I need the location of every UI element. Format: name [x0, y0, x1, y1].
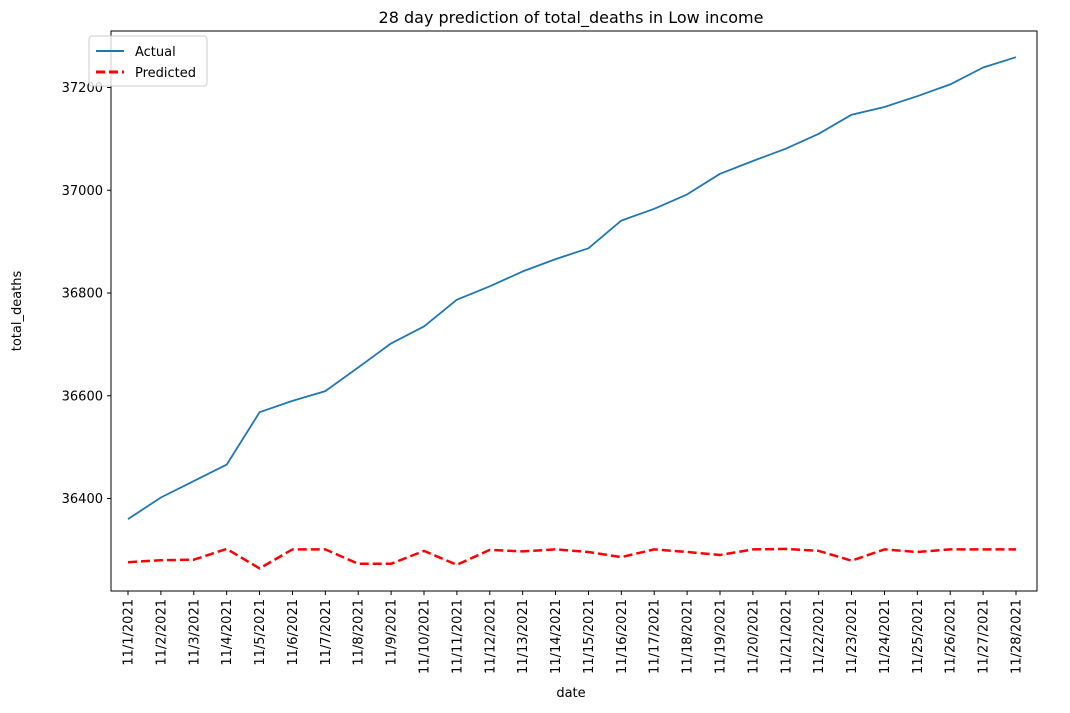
x-tick-label: 11/21/2021	[779, 599, 794, 674]
x-tick-label: 11/2/2021	[154, 599, 169, 666]
x-tick-label: 11/15/2021	[582, 599, 597, 674]
x-tick-label: 11/26/2021	[944, 599, 959, 674]
legend-label-predicted: Predicted	[135, 66, 196, 81]
x-tick-label: 11/25/2021	[911, 599, 926, 674]
x-tick-label: 11/17/2021	[648, 599, 663, 674]
x-tick-label: 11/16/2021	[615, 599, 630, 674]
series-line-actual	[128, 57, 1016, 519]
x-tick-label: 11/28/2021	[1010, 599, 1025, 674]
x-tick-label: 11/3/2021	[187, 599, 202, 666]
x-axis: 11/1/2021 11/2/2021 11/3/2021 11/4/2021 11/5…	[122, 591, 1025, 674]
y-tick-label: 36600	[62, 389, 103, 404]
x-tick-label: 11/4/2021	[220, 599, 235, 666]
y-axis-label: total_deaths	[10, 271, 25, 352]
series-layer	[128, 57, 1016, 568]
x-tick-label: 11/5/2021	[253, 599, 268, 666]
x-tick-label: 11/23/2021	[845, 599, 860, 674]
x-tick-label: 11/24/2021	[878, 599, 893, 674]
x-tick-label: 11/11/2021	[450, 599, 465, 674]
series-line-predicted	[128, 549, 1016, 569]
x-tick-label: 11/8/2021	[352, 599, 367, 666]
legend-label-actual: Actual	[135, 45, 176, 60]
y-tick-label: 36400	[62, 492, 103, 507]
x-tick-label: 11/13/2021	[516, 599, 531, 674]
x-axis-label: date	[556, 686, 585, 701]
x-tick-label: 11/27/2021	[977, 599, 992, 674]
x-tick-label: 11/22/2021	[812, 599, 827, 674]
x-tick-label: 11/12/2021	[483, 599, 498, 674]
x-tick-label: 11/9/2021	[385, 599, 400, 666]
x-tick-label: 11/19/2021	[714, 599, 729, 674]
x-tick-label: 11/20/2021	[746, 599, 761, 674]
x-tick-label: 11/10/2021	[418, 599, 433, 674]
y-tick-label: 37000	[62, 184, 103, 199]
x-tick-label: 11/1/2021	[122, 599, 137, 666]
plot-area	[111, 31, 1037, 591]
y-tick-label: 36800	[62, 287, 103, 302]
x-tick-label: 11/7/2021	[319, 599, 334, 666]
x-tick-label: 11/6/2021	[286, 599, 301, 666]
chart-title: 28 day prediction of total_deaths in Low…	[379, 8, 764, 28]
legend: Actual Predicted	[89, 36, 207, 86]
x-tick-label: 11/18/2021	[681, 599, 696, 674]
x-tick-label: 11/14/2021	[549, 599, 564, 674]
